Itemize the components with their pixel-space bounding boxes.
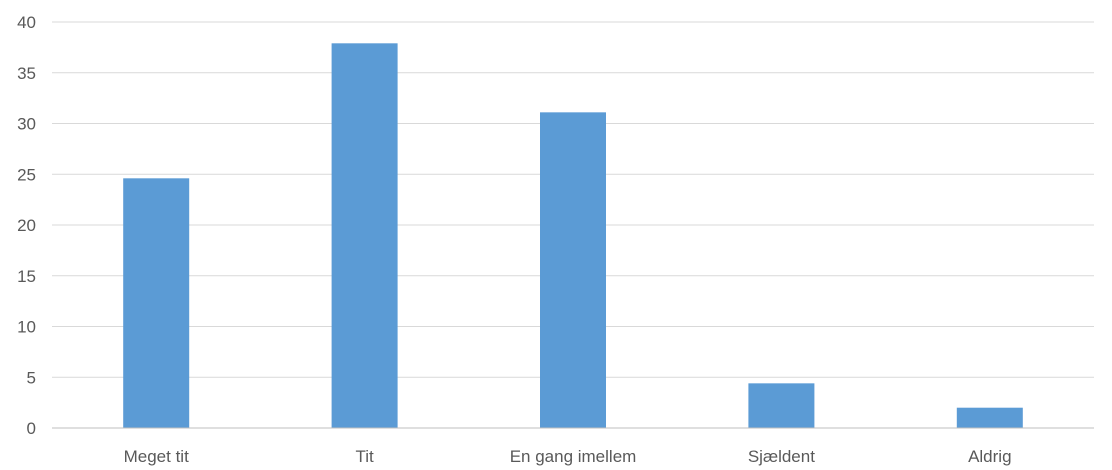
bar-4 <box>956 407 1023 428</box>
y-tick-label: 20 <box>17 216 36 235</box>
y-tick-label: 10 <box>17 318 36 337</box>
y-tick-label: 30 <box>17 115 36 134</box>
bar-1 <box>331 43 398 428</box>
y-tick-label: 25 <box>17 165 36 184</box>
bar-2 <box>540 112 606 429</box>
y-tick-labels: 0 5 10 15 20 25 30 35 40 <box>17 13 36 438</box>
bar-3 <box>748 383 815 428</box>
x-tick-label: Sjældent <box>748 447 815 466</box>
x-tick-label: Tit <box>355 447 374 466</box>
bars <box>123 43 1023 429</box>
y-tick-label: 0 <box>27 419 36 438</box>
bar-0 <box>123 178 190 428</box>
y-tick-label: 5 <box>27 368 36 387</box>
x-tick-label: Meget tit <box>124 447 189 466</box>
y-tick-label: 40 <box>17 13 36 32</box>
x-tick-label: En gang imellem <box>510 447 637 466</box>
y-tick-label: 15 <box>17 267 36 286</box>
x-tick-label: Aldrig <box>968 447 1011 466</box>
y-tick-label: 35 <box>17 64 36 83</box>
x-tick-labels: Meget tit Tit En gang imellem Sjældent Aldri… <box>124 447 1012 466</box>
